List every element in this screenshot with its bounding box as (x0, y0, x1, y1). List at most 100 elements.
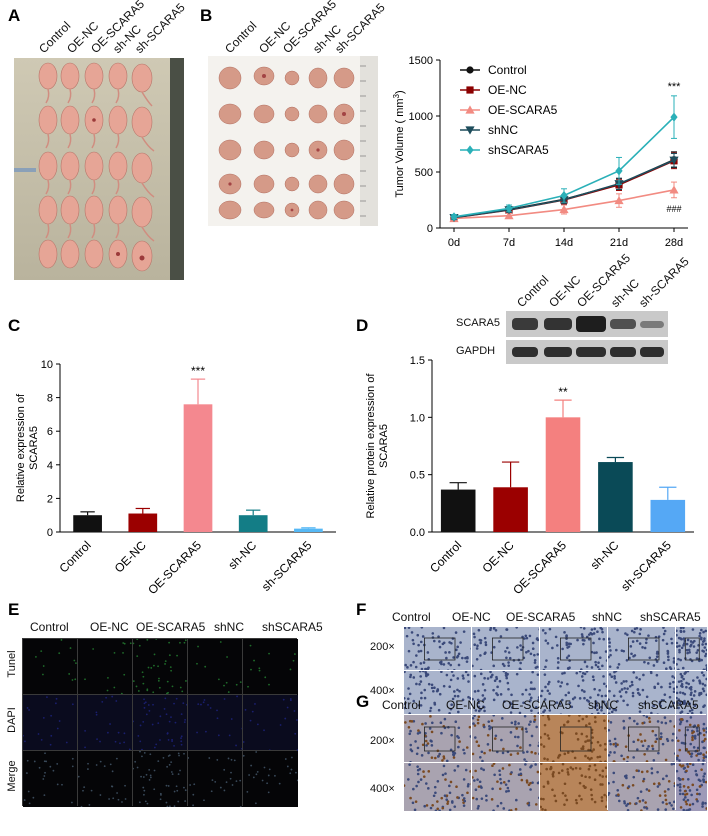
ihc-nucleus (663, 629, 667, 633)
tunel-dot (43, 775, 46, 777)
ihc-nucleus (528, 634, 532, 638)
tunel-dot (228, 734, 231, 737)
ihc-nucleus (406, 697, 410, 701)
ihc-g-column-label: OE-SCARA5 (502, 698, 572, 712)
ihc-nucleus (505, 790, 508, 793)
ihc-nucleus (588, 722, 591, 726)
ihc-nucleus (530, 764, 533, 768)
ihc-nucleus (596, 755, 600, 759)
ihc-nucleus (702, 775, 705, 778)
ihc-nucleus (662, 632, 666, 636)
y-tick-label: 8 (47, 393, 53, 405)
tunel-dot (124, 784, 126, 787)
ihc-nucleus (496, 693, 499, 697)
ihc-nucleus (659, 732, 663, 735)
ihc-nucleus (523, 758, 526, 761)
ihc-nucleus (652, 704, 656, 708)
ihc-zoom-box (684, 637, 700, 661)
ihc-nucleus (695, 754, 698, 757)
ihc-nucleus (682, 808, 686, 812)
ihc-nucleus (542, 797, 545, 801)
ihc-nucleus (424, 670, 428, 674)
ihc-nucleus (561, 698, 564, 702)
ihc-nucleus (476, 718, 480, 722)
ihc-nucleus (631, 691, 635, 695)
ihc-nucleus (528, 743, 532, 747)
ihc-nucleus (702, 630, 705, 634)
tunel-image-background (243, 751, 298, 807)
tunel-dot (99, 760, 102, 763)
ihc-image-cell (606, 762, 677, 812)
tunel-image-cell (77, 694, 133, 751)
tunel-dot (56, 727, 59, 730)
tunel-dot (250, 764, 253, 767)
tunel-dot (28, 802, 31, 805)
ihc-nucleus (620, 754, 623, 758)
ihc-nucleus (424, 739, 428, 743)
ihc-nucleus (618, 799, 621, 803)
tunel-image-dots (132, 750, 188, 808)
legend-label: Control (488, 63, 527, 77)
ihc-f-column-label: OE-SCARA5 (506, 610, 576, 624)
ihc-nucleus (696, 792, 699, 796)
ihc-nucleus (578, 669, 582, 673)
ihc-nucleus (686, 638, 690, 642)
ihc-nucleus (607, 655, 610, 659)
tunel-dot (252, 776, 255, 779)
ihc-nucleus (560, 681, 564, 684)
ihc-nucleus (501, 767, 505, 770)
tunel-dot (143, 789, 146, 792)
ihc-image-cell (471, 669, 541, 717)
ihc-nucleus (613, 674, 616, 678)
ihc-nucleus (594, 768, 598, 772)
ihc-nucleus (641, 721, 644, 725)
data-point (669, 185, 679, 194)
ihc-nucleus (488, 725, 491, 728)
ihc-nucleus (436, 779, 440, 783)
ihc-nucleus (676, 739, 680, 743)
ihc-nucleus (704, 801, 707, 805)
ihc-nucleus (462, 797, 466, 800)
ihc-nucleus (477, 804, 480, 808)
tunel-dot (171, 740, 173, 743)
ihc-nucleus (581, 672, 585, 675)
tunel-dot (153, 769, 156, 772)
tunel-dot (113, 686, 116, 689)
tunel-image-background (188, 751, 243, 807)
ihc-nucleus (679, 806, 683, 809)
ihc-nucleus (608, 641, 611, 644)
ihc-nucleus (665, 774, 668, 778)
tunel-dot (170, 771, 173, 773)
tunel-dot (239, 681, 242, 684)
ihc-nucleus (403, 670, 406, 674)
ihc-nucleus (601, 664, 604, 668)
tunel-dot (75, 662, 77, 664)
ihc-nucleus (571, 767, 575, 771)
tunel-dot (58, 720, 61, 722)
ihc-nucleus (498, 787, 502, 791)
ihc-nucleus (515, 798, 518, 802)
tunel-dot (178, 754, 180, 757)
tunel-dot (101, 700, 104, 703)
ihc-nucleus (608, 707, 611, 710)
tunel-dot (173, 790, 176, 793)
ihc-f-column-label: shSCARA5 (640, 610, 701, 624)
ihc-nucleus (632, 671, 636, 674)
ihc-nucleus (642, 777, 646, 781)
ihc-nucleus (696, 649, 700, 652)
ihc-nucleus (682, 626, 685, 630)
x-tick-label: sh-SCARA5 (618, 538, 674, 594)
ihc-nucleus (701, 643, 704, 646)
ihc-nucleus (665, 802, 668, 806)
ihc-nucleus (616, 628, 619, 632)
ihc-nucleus (578, 697, 582, 700)
ihc-nucleus (455, 785, 458, 789)
ihc-nucleus (565, 643, 569, 647)
ihc-nucleus (480, 797, 484, 800)
ihc-nucleus (672, 701, 676, 705)
ihc-nucleus (704, 652, 708, 656)
ihc-nucleus (471, 776, 474, 779)
tunel-dot (256, 723, 259, 726)
ihc-nucleus (698, 785, 702, 788)
ihc-nucleus (665, 737, 669, 741)
